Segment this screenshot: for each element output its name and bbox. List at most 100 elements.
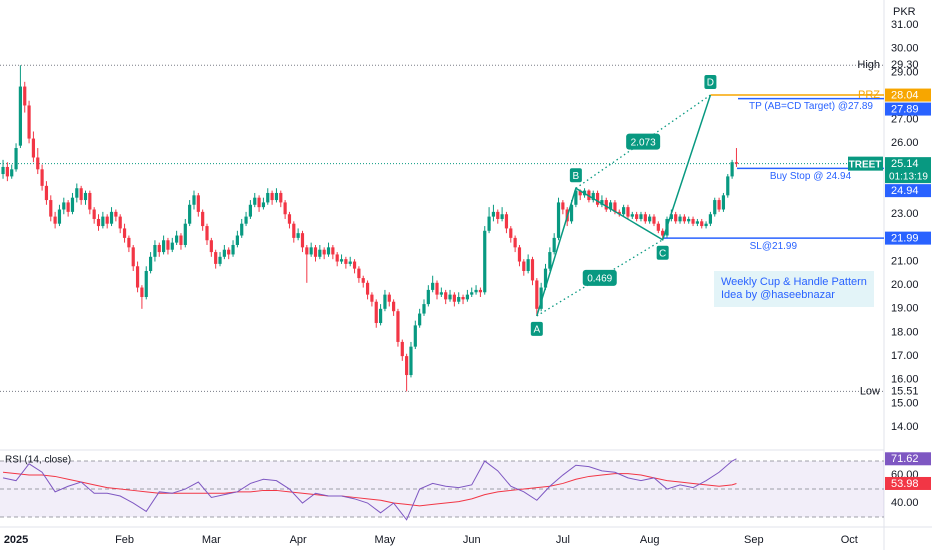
candle-body	[179, 235, 183, 245]
axis-level-label: 28.04	[891, 89, 919, 101]
point-box	[704, 75, 717, 90]
candle-body	[365, 282, 370, 295]
candle-body	[218, 256, 222, 264]
candle-body	[88, 192, 92, 210]
candle-body	[205, 226, 209, 241]
candle-body	[444, 292, 448, 300]
axis-level-label: 27.89	[891, 103, 919, 115]
candle-body	[387, 294, 391, 302]
candle-body	[496, 211, 500, 219]
candle-body	[31, 138, 36, 158]
candle-body	[79, 188, 83, 201]
candle-body	[561, 202, 565, 210]
candle-body	[127, 237, 131, 248]
candle-body	[418, 313, 422, 326]
currency: PKR	[893, 6, 916, 18]
candle-body	[326, 247, 331, 255]
point-box	[569, 168, 582, 183]
candle-body	[292, 223, 296, 238]
rsi-title: RSI (14, close)	[5, 455, 71, 466]
candle-body	[335, 254, 339, 262]
candle-body	[726, 176, 730, 196]
rsi-value-box	[885, 452, 931, 466]
candle-body	[500, 214, 504, 219]
y-tick-label: 15.00	[891, 397, 919, 409]
candle-body	[18, 86, 22, 146]
level-text: Buy Stop @ 24.94	[770, 171, 852, 182]
candle-body	[83, 192, 88, 201]
countdown: 01:13:19	[889, 171, 928, 182]
candle-body	[122, 228, 127, 238]
candle-body	[487, 216, 491, 231]
candle-body	[322, 249, 326, 255]
candle-body	[361, 278, 365, 283]
candle-body	[448, 294, 452, 300]
candle-body	[504, 214, 509, 229]
candle-body	[296, 233, 300, 238]
candle-body	[396, 311, 400, 342]
candle-body	[691, 218, 695, 224]
candle-body	[40, 169, 44, 186]
candle-body	[23, 86, 27, 106]
note-text: Idea by @haseebnazar	[721, 289, 835, 301]
candle-body	[118, 216, 122, 229]
candle-body	[405, 356, 409, 376]
candle-body	[374, 301, 378, 324]
candle-body	[569, 204, 574, 222]
candle-body	[461, 297, 465, 300]
candle-body	[10, 169, 14, 177]
point-label: D	[707, 78, 714, 89]
y-tick-label: 27.00	[891, 114, 919, 126]
axis-level-label: 25.14	[891, 158, 919, 170]
candle-body	[62, 202, 66, 210]
candle-body	[192, 195, 196, 205]
candle-body	[240, 223, 244, 236]
candle-body	[556, 202, 561, 238]
candle-body	[305, 247, 309, 255]
y-tick-label: 17.00	[891, 350, 919, 362]
candle-body	[530, 259, 535, 281]
candle-body	[591, 192, 595, 201]
candle-body	[283, 202, 287, 215]
candle-body	[717, 200, 721, 210]
candle-body	[734, 162, 739, 164]
y-tick-label: 30.00	[891, 43, 919, 55]
axis-level-box	[885, 157, 931, 184]
candle-body	[131, 247, 135, 267]
candle-body	[730, 162, 734, 177]
candle-body	[5, 166, 9, 177]
candle-body	[175, 235, 179, 243]
y-tick-label: 23.00	[891, 208, 919, 220]
candle-body	[357, 268, 361, 279]
candle-body	[157, 244, 161, 253]
level-name: PRZ	[858, 89, 880, 101]
candle-body	[708, 214, 713, 224]
candle-body	[331, 247, 335, 255]
candle-body	[57, 209, 62, 224]
candle-body	[261, 202, 266, 208]
candle-body	[313, 247, 318, 257]
pattern-ratio-line	[536, 239, 664, 317]
x-tick-label: Jun	[463, 534, 481, 546]
candle-body	[253, 197, 257, 205]
candle-body	[352, 261, 357, 269]
candle-body	[526, 259, 530, 271]
level-text: SL@21.99	[750, 241, 798, 252]
axis-level-label: 15.51	[891, 385, 919, 397]
x-tick-label: Mar	[202, 534, 221, 546]
candle-body	[630, 214, 634, 217]
candle-body	[392, 301, 396, 312]
candle-body	[183, 223, 187, 245]
candle-body	[656, 223, 660, 231]
candle-body	[652, 216, 656, 224]
candle-body	[687, 218, 691, 222]
symbol-tag	[848, 156, 883, 171]
candle-body	[135, 266, 140, 288]
candle-body	[626, 207, 630, 217]
y-tick-label: 20.00	[891, 279, 919, 291]
x-tick-label: Sep	[744, 534, 764, 546]
ratio-box	[582, 269, 617, 286]
candle-body	[491, 211, 496, 217]
candle-body	[162, 240, 166, 253]
y-tick-label: 21.00	[891, 255, 919, 267]
